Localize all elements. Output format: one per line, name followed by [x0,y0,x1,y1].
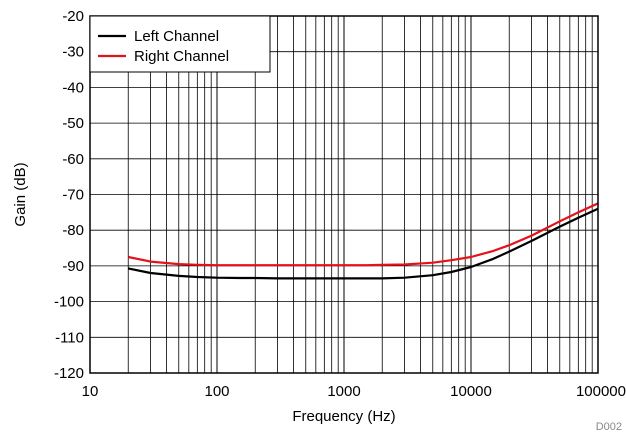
y-tick-label: -50 [62,115,84,132]
y-tick-label: -60 [62,151,84,168]
y-tick-label: -100 [54,294,84,311]
y-tick-label: -40 [62,79,84,96]
x-tick-label: 100 [204,383,229,400]
x-tick-labels: 10 100 1000 10000 100000 [82,383,626,400]
series-line-right-channel [127,202,599,267]
y-tick-label: -20 [62,8,84,25]
y-tick-label: -70 [62,187,84,204]
legend-box [89,15,271,73]
figure-id: D002 [596,421,622,433]
legend: Left Channel Right Channel [89,15,271,73]
series-layer [127,202,599,280]
x-tick-label: 10 [82,383,99,400]
y-tick-label: -120 [54,365,84,382]
x-tick-label: 1000 [327,383,360,400]
plot-area-frame [89,15,599,374]
x-axis-title: Frequency (Hz) [292,408,395,425]
legend-label-left-channel: Left Channel [134,28,219,45]
y-tick-label: -90 [62,258,84,275]
x-tick-label: 100000 [576,383,626,400]
y-axis-title: Gain (dB) [12,162,29,226]
y-tick-label: -30 [62,44,84,61]
legend-label-right-channel: Right Channel [134,48,229,65]
x-tick-label: 10000 [450,383,492,400]
y-tick-labels: -20 -30 -40 -50 -60 -70 -80 -90 -100 -110 -120 [54,8,84,382]
y-tick-label: -80 [62,222,84,239]
series-line-left-channel [127,207,599,280]
y-tick-label: -110 [55,329,84,346]
